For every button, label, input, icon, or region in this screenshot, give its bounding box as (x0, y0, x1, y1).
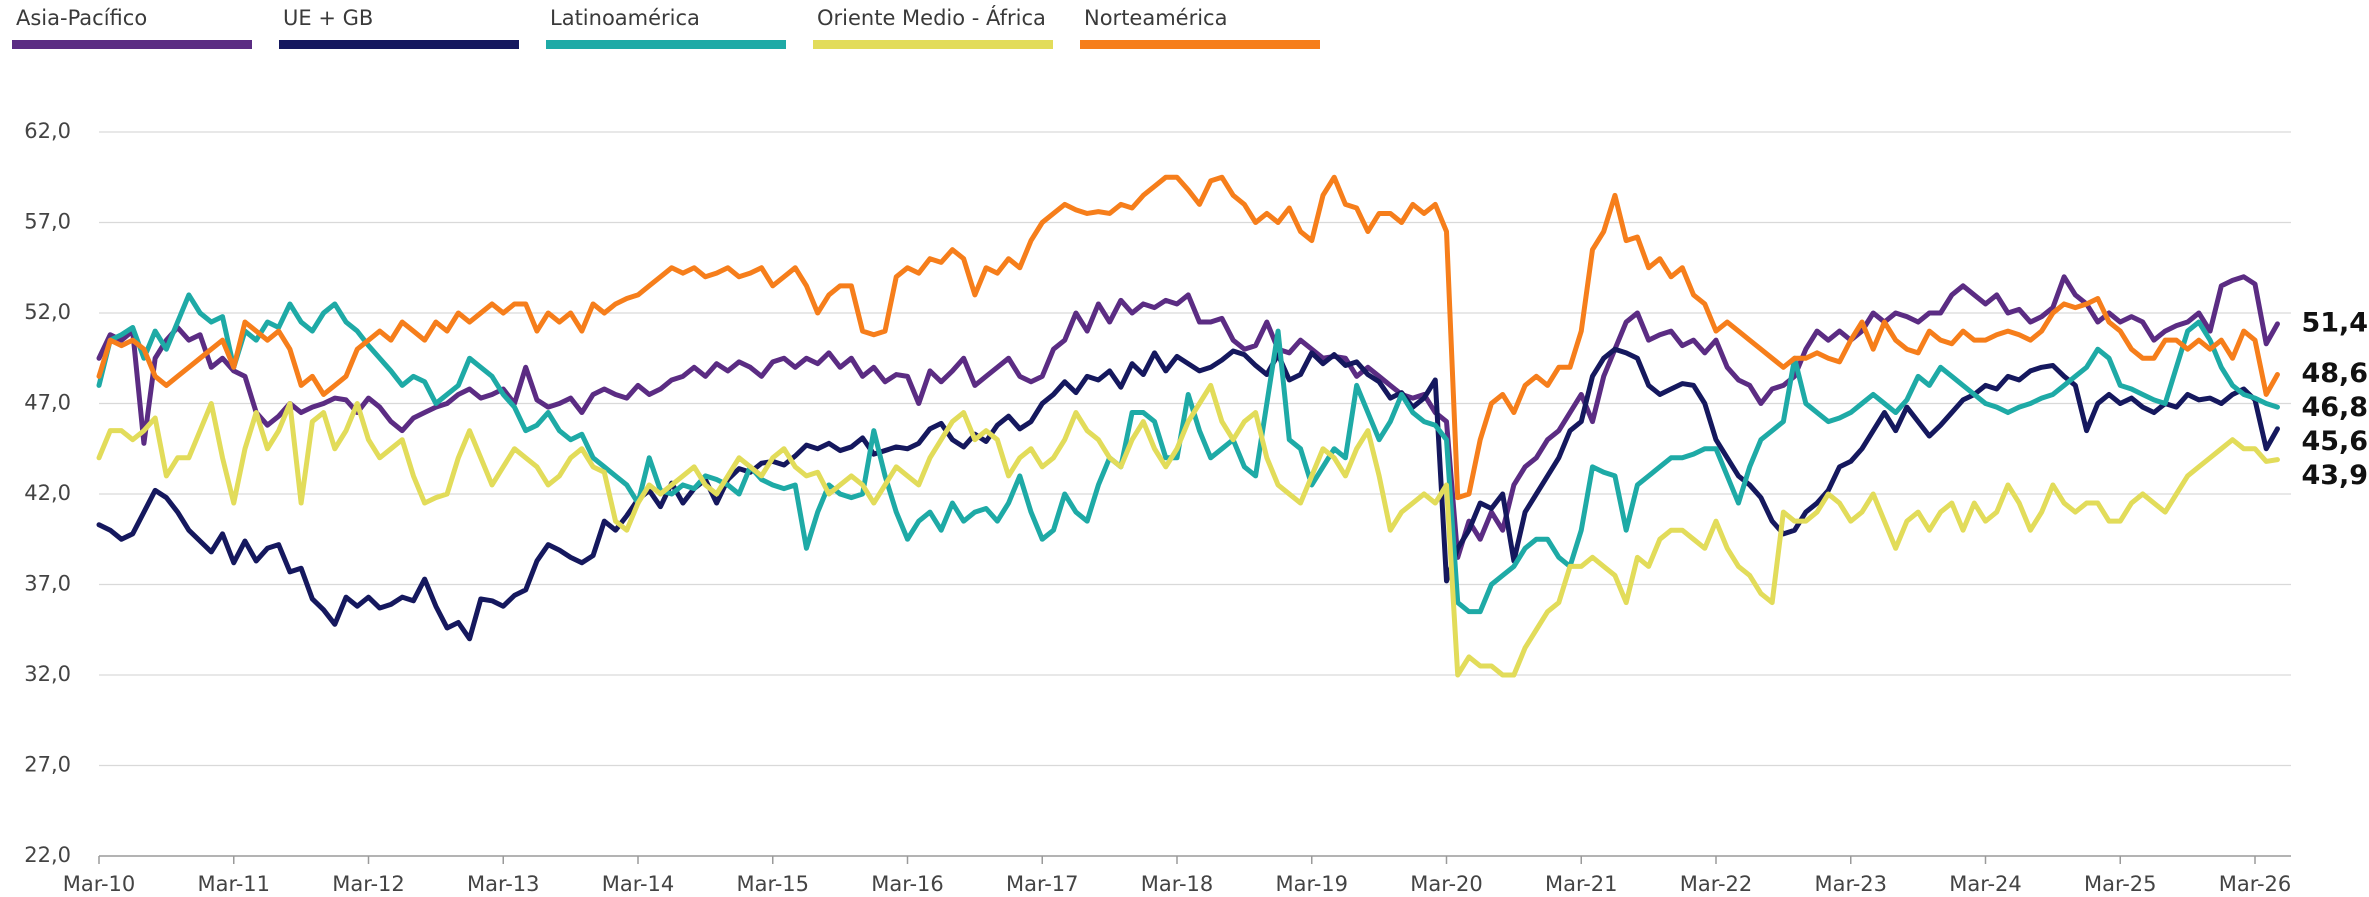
x-tick-label: Mar-22 (1680, 872, 1753, 896)
y-tick-label: 62,0 (24, 119, 71, 143)
x-tick-label: Mar-21 (1545, 872, 1618, 896)
end-value-label: 51,4 (2301, 307, 2368, 338)
series-line (96, 274, 2280, 560)
x-tick-label: Mar-14 (602, 872, 675, 896)
x-tick-label: Mar-12 (332, 872, 405, 896)
x-tick-label: Mar-23 (1814, 872, 1887, 896)
series-line (96, 292, 2280, 615)
x-tick-label: Mar-10 (63, 872, 136, 896)
series-line (96, 346, 2280, 642)
end-value-label: 48,6 (2301, 358, 2368, 389)
y-tick-label: 27,0 (24, 753, 71, 777)
legend-label: Norteamérica (1084, 6, 1227, 30)
y-tick-label: 37,0 (24, 572, 71, 596)
x-tick-label: Mar-16 (871, 872, 944, 896)
x-tick-label: Mar-24 (1949, 872, 2022, 896)
y-tick-label: 32,0 (24, 662, 71, 686)
legend-label: UE + GB (283, 6, 373, 30)
x-tick-label: Mar-25 (2084, 872, 2157, 896)
legend-swatch (279, 40, 519, 49)
series-line (96, 382, 2280, 678)
end-value-label: 46,8 (2301, 392, 2368, 423)
y-tick-label: 42,0 (24, 481, 71, 505)
legend-label: Oriente Medio - África (817, 5, 1046, 30)
x-tick-label: Mar-19 (1275, 872, 1348, 896)
x-tick-label: Mar-13 (467, 872, 540, 896)
legend-swatch (546, 40, 786, 49)
end-value-label: 43,9 (2301, 460, 2368, 491)
legend-label: Latinoamérica (550, 6, 700, 30)
legend-swatch (813, 40, 1053, 49)
x-tick-label: Mar-18 (1141, 872, 1214, 896)
end-value-label: 45,6 (2301, 426, 2368, 457)
x-tick-label: Mar-17 (1006, 872, 1079, 896)
legend-label: Asia-Pacífico (16, 6, 147, 30)
x-tick-label: Mar-26 (2219, 872, 2292, 896)
x-tick-label: Mar-11 (197, 872, 270, 896)
y-tick-label: 52,0 (24, 300, 71, 324)
y-tick-label: 57,0 (24, 210, 71, 234)
y-tick-label: 47,0 (24, 391, 71, 415)
legend-swatch (12, 40, 252, 49)
x-tick-label: Mar-20 (1410, 872, 1483, 896)
x-tick-label: Mar-15 (736, 872, 809, 896)
series-line (96, 174, 2280, 501)
legend-swatch (1080, 40, 1320, 49)
y-tick-label: 22,0 (24, 843, 71, 867)
